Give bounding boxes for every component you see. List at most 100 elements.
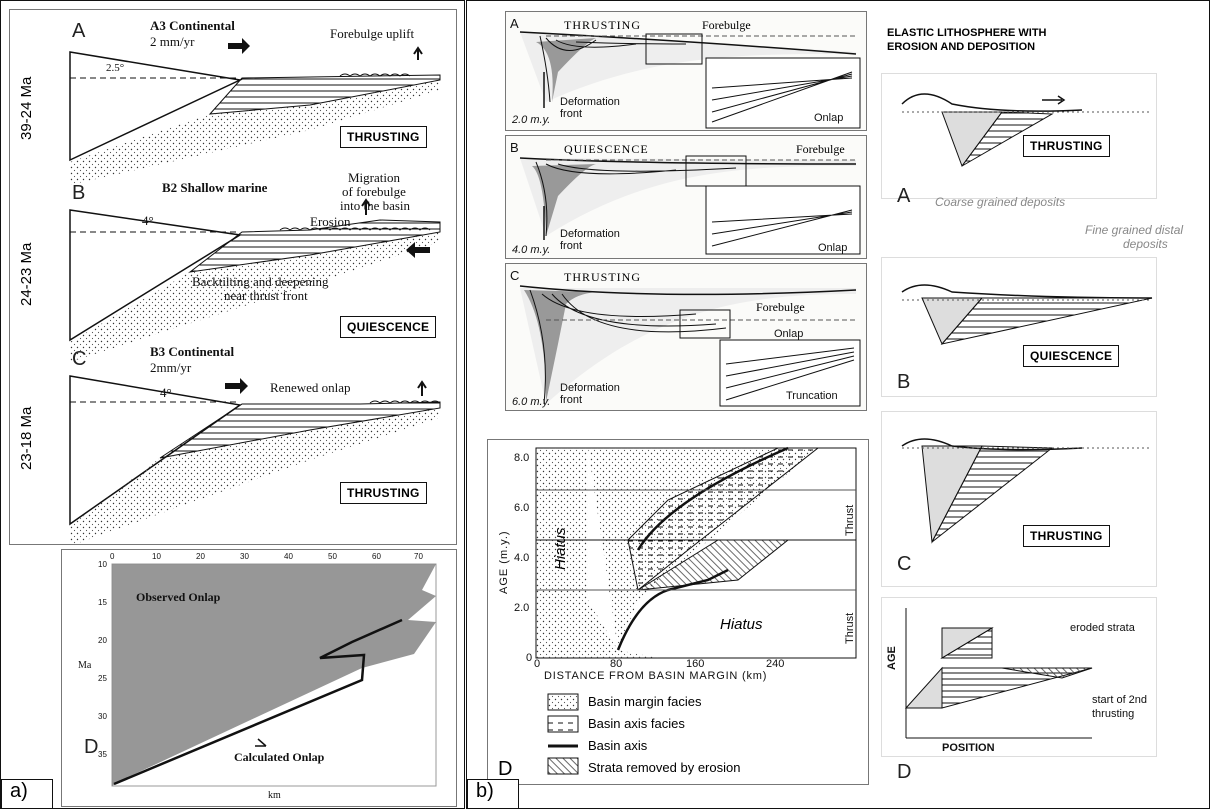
b-d-legend-2: Basin axis: [588, 738, 648, 753]
row-b-backtilt-1: Backtilting and deepening: [192, 274, 329, 289]
right-d-age: AGE: [886, 646, 898, 670]
row-a-letter: A: [72, 20, 86, 42]
b-d-y-tick-3: 6.0: [514, 502, 530, 514]
right-letter-c: C: [897, 553, 912, 575]
b-a-deform-1: Deformation: [560, 96, 620, 108]
right-letter-a: A: [897, 185, 911, 207]
b-b-deform-2: front: [560, 240, 583, 252]
b-section-a: A THRUSTING Forebulge Deformation front …: [505, 11, 867, 131]
plot-d-ylabel: Ma: [78, 660, 92, 671]
b-a-forebulge: Forebulge: [702, 18, 751, 32]
b-a-onlap: Onlap: [814, 112, 844, 124]
right-title-2: EROSION AND DEPOSITION: [887, 41, 1036, 53]
panel-a-sketches: [69, 38, 441, 544]
b-c-state: THRUSTING: [564, 270, 641, 284]
b-d-ylabel: AGE (m.y.): [498, 530, 510, 594]
right-letter-b: B: [897, 371, 911, 393]
b-b-time: 4.0 m.y.: [512, 244, 551, 256]
b-d-legend-3: Strata removed by erosion: [588, 760, 741, 775]
plot-d-x-tick-5: 50: [328, 552, 337, 561]
row-a-age: 39-24 Ma: [18, 76, 35, 140]
b-c-letter: C: [510, 268, 520, 283]
b-d-x-tick-1: 80: [610, 658, 623, 670]
panel-b-frame: A THRUSTING Forebulge Deformation front …: [466, 0, 1210, 809]
plot-d-y-tick-5: 35: [98, 750, 107, 759]
b-d-xlabel: DISTANCE FROM BASIN MARGIN (km): [544, 670, 768, 682]
plot-d-x-tick-3: 30: [240, 552, 249, 561]
panel-a-plot-d-svg: [111, 563, 437, 787]
panel-a-upper: A 39-24 Ma A3 Continental 2 mm/yr 2.5° F…: [9, 9, 457, 545]
row-a-rate: 2 mm/yr: [150, 34, 195, 49]
b-c-truncation: Truncation: [786, 390, 838, 402]
b-c-time: 6.0 m.y.: [512, 396, 551, 408]
right-sketch-d: AGE POSITION eroded strata start of 2nd …: [881, 597, 1157, 757]
b-d-thrust-bottom: Thrust: [844, 612, 856, 644]
row-c-state: THRUSTING: [340, 482, 427, 504]
b-a-letter: A: [510, 16, 519, 31]
b-d-y-tick-1: 2.0: [514, 602, 530, 614]
row-b-migration-3: into the basin: [340, 198, 411, 213]
b-d-legend-1: Basin axis facies: [588, 716, 685, 731]
right-d-eroded: eroded strata: [1070, 622, 1135, 634]
b-a-state: THRUSTING: [564, 18, 641, 32]
b-c-deform-1: Deformation: [560, 382, 620, 394]
row-b-migration-1: Migration: [348, 170, 400, 185]
b-section-c: C THRUSTING Forebulge Deformation front …: [505, 263, 867, 411]
b-d-x-tick-0: 0: [534, 658, 541, 670]
right-d-position: POSITION: [942, 742, 995, 754]
right-d-start-2: thrusting: [1092, 708, 1135, 720]
row-b-migration-2: of forebulge: [342, 184, 406, 199]
b-a-deform-2: front: [560, 108, 583, 120]
row-b-age: 24-23 Ma: [18, 242, 35, 306]
b-b-deform-1: Deformation: [560, 228, 620, 240]
row-c-rate: 2mm/yr: [150, 360, 192, 375]
b-b-forebulge: Forebulge: [796, 142, 845, 156]
plot-d-x-tick-6: 60: [372, 552, 381, 561]
row-c-age: 23-18 Ma: [18, 406, 35, 470]
plot-d-y-tick-3: 25: [98, 674, 107, 683]
b-d-legend-0: Basin margin facies: [588, 694, 702, 709]
panel-a-frame: A 39-24 Ma A3 Continental 2 mm/yr 2.5° F…: [0, 0, 465, 809]
row-a-state: THRUSTING: [340, 126, 427, 148]
right-state-b: QUIESCENCE: [1023, 345, 1120, 367]
panel-b-label: b): [467, 779, 519, 809]
right-title-1: ELASTIC LITHOSPHERE WITH: [887, 27, 1047, 39]
right-sketch-a: [881, 73, 1157, 199]
row-a-angle: 2.5°: [106, 62, 125, 74]
b-d-hiatus-top: Hiatus: [552, 527, 569, 570]
right-state-a: THRUSTING: [1023, 135, 1110, 157]
b-d-hiatus-bottom: Hiatus: [720, 616, 763, 633]
b-d-x-tick-3: 240: [766, 658, 785, 670]
row-c-onlap: Renewed onlap: [270, 380, 351, 395]
b-b-letter: B: [510, 140, 519, 155]
plot-d-x-tick-4: 40: [284, 552, 293, 561]
plot-d-y-tick-0: 10: [98, 560, 107, 569]
plot-d-x-tick-2: 20: [196, 552, 205, 561]
b-section-b: B QUIESCENCE Forebulge Deformation front…: [505, 135, 867, 259]
b-b-state: QUIESCENCE: [564, 142, 649, 156]
right-state-c: THRUSTING: [1023, 525, 1110, 547]
b-c-forebulge: Forebulge: [756, 300, 805, 314]
row-c-title: B3 Continental: [150, 344, 235, 359]
right-sketch-b: [881, 257, 1157, 397]
b-c-deform-2: front: [560, 394, 583, 406]
b-d-y-tick-0: 0: [526, 652, 533, 664]
plot-d-y-tick-4: 30: [98, 712, 107, 721]
b-d-thrust-top: Thrust: [844, 504, 856, 536]
right-coarse: Coarse grained deposits: [935, 195, 1066, 209]
plot-d-xlabel: km: [268, 790, 281, 801]
row-b-letter: B: [72, 182, 86, 204]
b-d-letter: D: [498, 758, 513, 780]
right-d-start-1: start of 2nd: [1092, 694, 1148, 706]
right-letter-d: D: [897, 761, 912, 783]
panel-a-label: a): [1, 779, 53, 809]
plot-d-calculated: Calculated Onlap: [234, 750, 325, 764]
row-b-backtilt-2: near thrust front: [224, 288, 308, 303]
right-sketch-c: [881, 411, 1157, 587]
row-b-title: B2 Shallow marine: [162, 180, 268, 195]
b-b-onlap: Onlap: [818, 242, 848, 254]
row-a-note: Forebulge uplift: [330, 26, 415, 41]
b-d-y-tick-4: 8.0: [514, 452, 530, 464]
row-c-angle: 4°: [160, 385, 172, 400]
b-d-x-tick-2: 160: [686, 658, 705, 670]
